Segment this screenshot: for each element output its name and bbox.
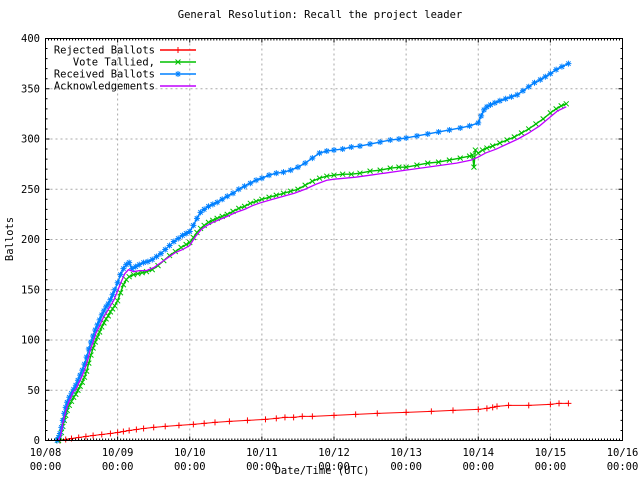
minor-ticks — [45, 38, 623, 441]
x-tick-time-label: 00:00 — [246, 461, 278, 473]
y-tick-labels: 0 50 100 150 200 250 300 350 400 — [21, 33, 40, 447]
series-markers — [54, 60, 572, 444]
x-tick-date-label: 10/08 — [30, 447, 62, 459]
x-tick-time-label: 00:00 — [318, 461, 350, 473]
y-tick-label: 300 — [21, 134, 40, 146]
data-series — [54, 60, 572, 444]
x-axis-label: Date/Time (UTC) — [275, 465, 370, 477]
series-markers — [55, 100, 570, 444]
x-tick-time-label: 00:00 — [607, 461, 639, 473]
x-tick-date-label: 10/15 — [535, 447, 567, 459]
legend-entry-received-ballots: Received Ballots — [54, 69, 196, 81]
x-tick-date-label: 10/09 — [102, 447, 134, 459]
x-tick-date-label: 10/13 — [390, 447, 422, 459]
legend-entry-acknowledgements: Acknowledgements — [54, 81, 196, 93]
chart-title: General Resolution: Recall the project l… — [178, 9, 462, 21]
legend-marker-sample — [175, 47, 181, 53]
x-tick-time-label: 00:00 — [30, 461, 62, 473]
x-tick-date-label: 10/11 — [246, 447, 278, 459]
series-line — [59, 402, 569, 441]
x-tick-time-label: 00:00 — [102, 461, 134, 473]
legend-label: Acknowledgements — [54, 81, 155, 93]
legend-marker-sample — [175, 71, 181, 77]
x-tick-date-label: 10/12 — [318, 447, 350, 459]
legend-entry-rejected-ballots: Rejected Ballots — [54, 45, 196, 57]
series-rejected-ballots — [56, 400, 572, 444]
y-tick-label: 100 — [21, 335, 40, 347]
y-tick-label: 0 — [34, 435, 40, 447]
x-tick-date-label: 10/14 — [462, 447, 494, 459]
series-markers — [56, 400, 572, 444]
x-tick-time-label: 00:00 — [390, 461, 422, 473]
x-tick-date-label: 10/16 — [607, 447, 639, 459]
y-tick-label: 150 — [21, 284, 40, 296]
y-tick-label: 200 — [21, 234, 40, 246]
legend-entry-vote-tallied: Vote Tallied, — [73, 57, 196, 69]
y-tick-label: 50 — [27, 385, 40, 397]
legend-label: Vote Tallied, — [73, 57, 155, 69]
series-received-ballots — [54, 60, 572, 444]
legend-label: Received Ballots — [54, 69, 155, 81]
series-vote-tallied — [55, 100, 570, 444]
y-tick-label: 350 — [21, 83, 40, 95]
grid-lines — [45, 38, 623, 441]
y-tick-label: 250 — [21, 184, 40, 196]
y-tick-label: 400 — [21, 33, 40, 45]
x-tick-time-label: 00:00 — [535, 461, 567, 473]
series-line — [56, 62, 569, 441]
legend-marker-sample — [175, 59, 181, 65]
y-axis-label: Ballots — [4, 217, 16, 261]
series-line — [57, 106, 567, 441]
axis-ticks — [45, 38, 623, 441]
major-ticks — [45, 38, 623, 441]
x-tick-date-label: 10/10 — [174, 447, 206, 459]
grid-path — [45, 38, 623, 441]
legend-label: Rejected Ballots — [54, 45, 155, 57]
x-tick-time-label: 00:00 — [174, 461, 206, 473]
series-acknowledgements — [57, 106, 567, 441]
x-tick-labels: 10/08 00:00 10/09 00:00 10/10 00:00 10/11 00:00… — [30, 447, 639, 473]
x-tick-time-label: 00:00 — [462, 461, 494, 473]
